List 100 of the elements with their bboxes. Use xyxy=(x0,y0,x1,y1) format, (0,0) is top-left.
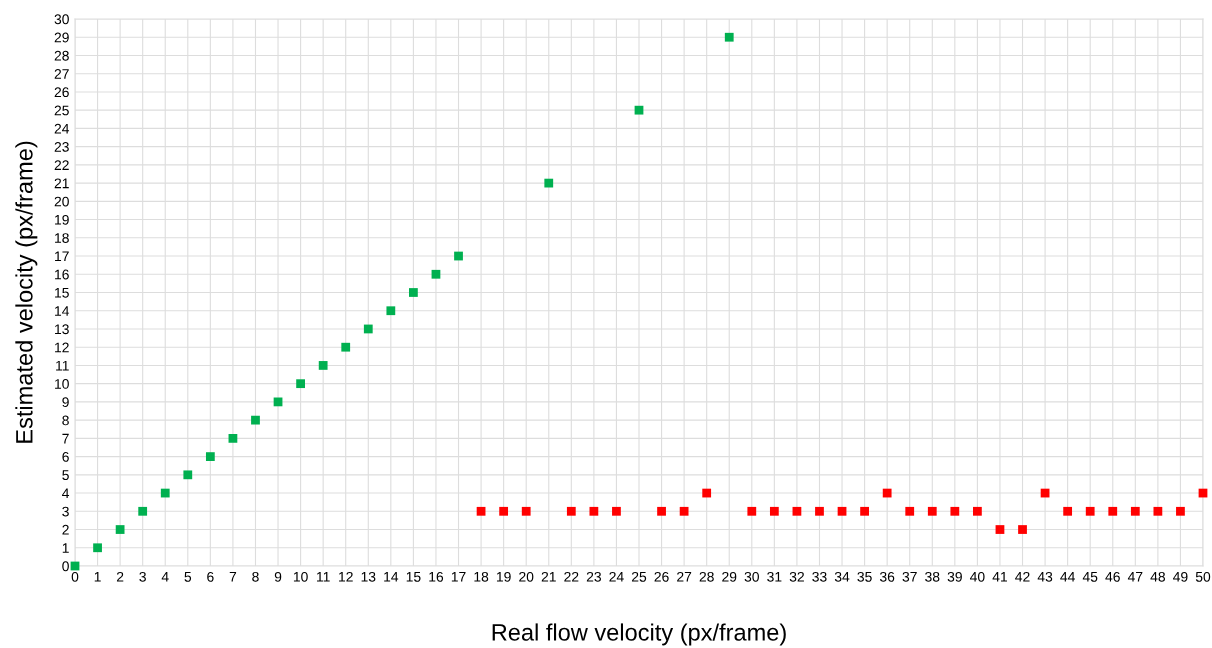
y-tick-label: 24 xyxy=(54,123,70,134)
point xyxy=(612,506,621,516)
y-tick-label: 25 xyxy=(54,105,69,116)
x-axis-title: Real flow velocity (px/frame) xyxy=(492,623,786,646)
x-tick-label: 19 xyxy=(496,571,511,582)
x-tick-label: 28 xyxy=(699,571,714,582)
point xyxy=(702,488,712,498)
x-tick-label: 13 xyxy=(361,571,376,582)
y-axis-title: Estimated velocity (px/frame) xyxy=(15,141,38,443)
y-tick-label: 16 xyxy=(55,269,69,280)
y-tick-label: 11 xyxy=(56,360,69,371)
x-tick-label: 20 xyxy=(519,571,534,582)
y-tick-label: 6 xyxy=(62,451,69,462)
y-tick-label: 5 xyxy=(62,470,69,480)
y-tick-label: 17 xyxy=(55,251,69,262)
x-tick-label: 25 xyxy=(631,571,647,582)
x-tick-label: 1 xyxy=(94,572,101,582)
point xyxy=(724,32,734,42)
x-tick-label: 40 xyxy=(970,571,985,582)
x-tick-label: 34 xyxy=(834,571,850,582)
point xyxy=(927,506,937,516)
x-tick-label: 46 xyxy=(1105,571,1120,582)
y-tick-label: 14 xyxy=(55,306,70,316)
x-tick-label: 47 xyxy=(1127,572,1143,582)
point xyxy=(905,506,915,516)
x-tick-label: 45 xyxy=(1082,572,1098,582)
x-tick-label: 3 xyxy=(139,571,146,582)
x-tick-label: 2 xyxy=(116,571,124,582)
point xyxy=(747,506,757,516)
point xyxy=(860,506,869,516)
point xyxy=(634,105,644,115)
point xyxy=(1063,506,1073,516)
y-tick-label: 29 xyxy=(54,32,69,43)
point xyxy=(882,488,892,498)
x-tick-label: 22 xyxy=(564,571,579,582)
point xyxy=(251,415,260,425)
point xyxy=(160,488,170,498)
point xyxy=(341,342,351,352)
y-tick-label: 0 xyxy=(62,561,69,572)
y-tick-label: 23 xyxy=(54,141,69,152)
y-tick-label: 12 xyxy=(55,342,69,353)
x-tick-label: 18 xyxy=(474,571,489,582)
x-tick-label: 23 xyxy=(586,571,601,582)
point xyxy=(679,506,689,516)
point xyxy=(183,470,193,480)
point xyxy=(769,506,779,516)
point xyxy=(386,306,396,316)
x-tick-label: 43 xyxy=(1037,571,1053,582)
x-tick-label: 0 xyxy=(71,571,79,582)
point xyxy=(566,506,576,516)
y-tick-label: 20 xyxy=(54,196,69,207)
point xyxy=(318,361,328,370)
x-tick-label: 41 xyxy=(992,572,1008,582)
x-tick-label: 17 xyxy=(451,572,466,582)
x-tick-label: 31 xyxy=(767,571,782,582)
point xyxy=(1153,506,1163,516)
y-tick-label: 9 xyxy=(62,397,69,408)
point xyxy=(93,543,102,553)
x-tick-label: 6 xyxy=(207,571,214,582)
y-tick-label: 18 xyxy=(55,233,69,243)
y-tick-label: 4 xyxy=(62,488,70,499)
y-tick-label: 1 xyxy=(62,543,69,553)
point xyxy=(950,506,960,516)
y-tick-label: 30 xyxy=(54,14,69,25)
point xyxy=(815,506,824,516)
x-tick-label: 16 xyxy=(429,571,444,582)
x-tick-label: 37 xyxy=(902,571,917,582)
x-tick-label: 35 xyxy=(857,571,872,582)
point xyxy=(792,506,802,516)
x-tick-label: 11 xyxy=(317,572,330,582)
x-tick-label: 32 xyxy=(789,571,804,582)
y-tick-label: 27 xyxy=(54,69,69,79)
point xyxy=(476,506,486,516)
point xyxy=(657,506,666,516)
point xyxy=(499,506,509,516)
point xyxy=(1176,506,1185,516)
point xyxy=(296,379,305,389)
x-tick-label: 50 xyxy=(1195,571,1211,582)
x-tick-label: 9 xyxy=(274,571,282,582)
x-tick-label: 15 xyxy=(406,572,421,582)
x-tick-label: 44 xyxy=(1060,572,1075,582)
x-tick-label: 27 xyxy=(677,571,692,582)
x-tick-label: 39 xyxy=(947,571,962,582)
y-tick-label: 19 xyxy=(55,214,69,225)
y-tick-label: 8 xyxy=(62,415,69,426)
x-tick-label: 48 xyxy=(1150,571,1165,582)
point xyxy=(1085,506,1095,516)
y-tick-label: 13 xyxy=(55,324,69,335)
x-tick-label: 26 xyxy=(654,571,669,582)
y-tick-label: 10 xyxy=(55,379,69,389)
x-tick-label: 42 xyxy=(1015,571,1030,582)
x-tick-label: 4 xyxy=(161,572,169,582)
x-tick-label: 24 xyxy=(609,571,624,582)
x-tick-label: 29 xyxy=(722,571,737,582)
point xyxy=(521,506,531,516)
x-tick-label: 10 xyxy=(293,571,308,582)
x-tick-label: 8 xyxy=(252,571,259,582)
y-tick-label: 3 xyxy=(62,506,69,517)
point xyxy=(1018,525,1027,534)
point xyxy=(409,288,418,297)
